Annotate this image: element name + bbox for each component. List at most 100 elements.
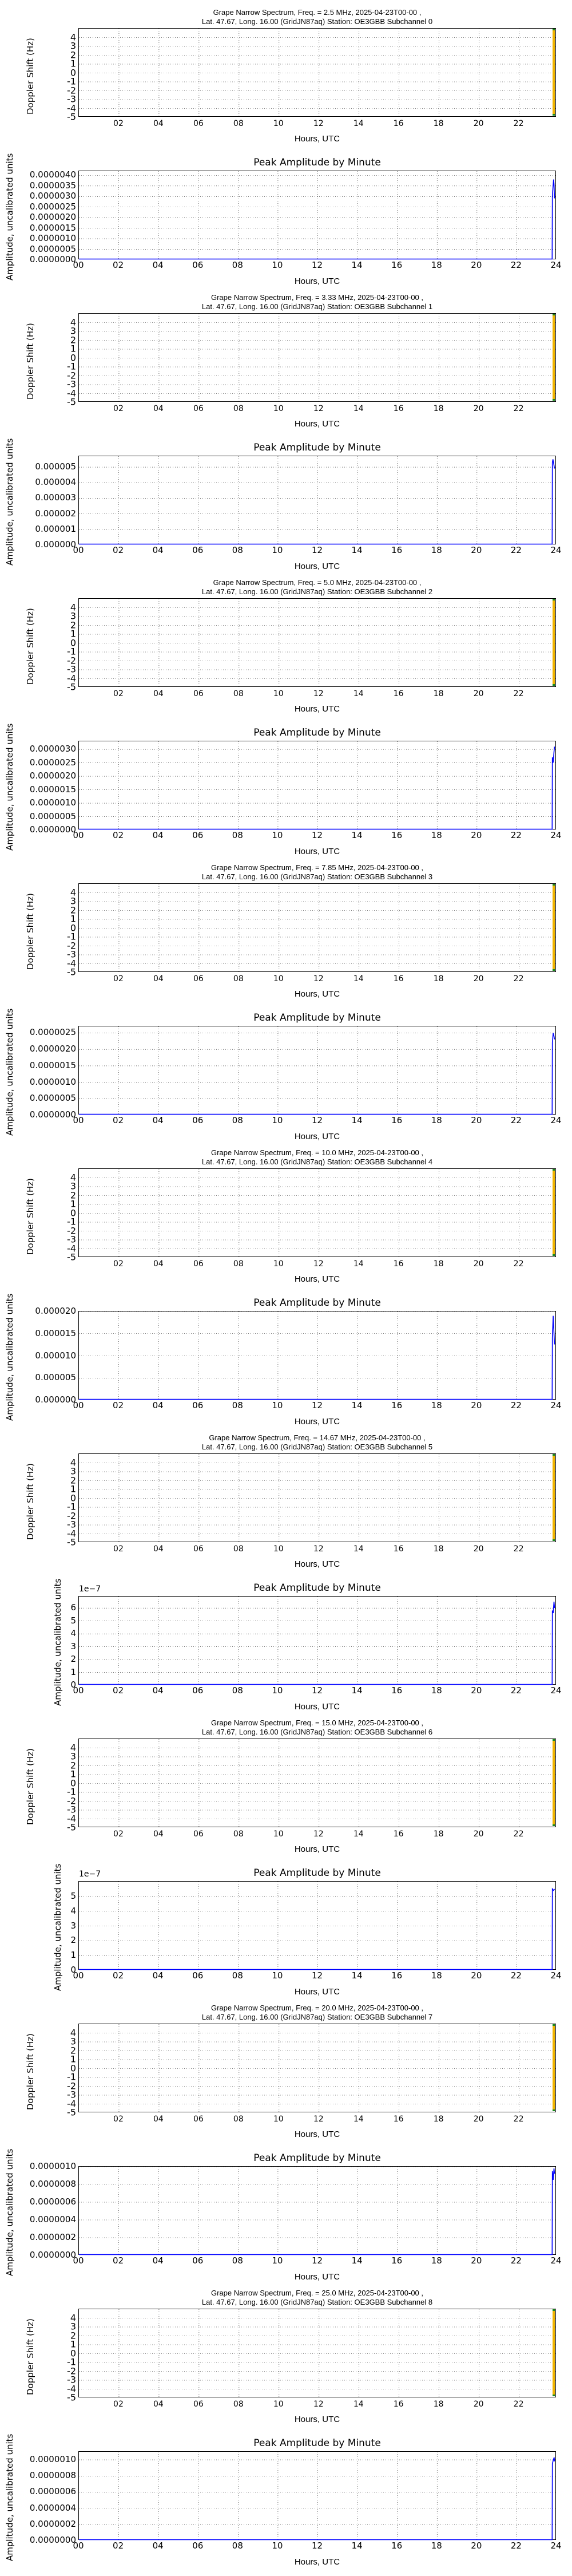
- amplitude-x-axis-label: Hours, UTC: [294, 1702, 340, 1712]
- spectrum-x-tick: 08: [233, 1259, 244, 1269]
- subchannel-section-5: Grape Narrow Spectrum, Freq. = 14.67 MHz…: [0, 1425, 572, 1712]
- spectrum-x-tick: 16: [393, 689, 404, 698]
- spectrum-y-tick: -1: [67, 1216, 76, 1227]
- amplitude-x-tick: 12: [311, 1115, 323, 1125]
- spectrum-y-tick: 1: [70, 343, 76, 354]
- amplitude-y-axis-label: Amplitude, uncalibrated units: [5, 723, 15, 851]
- amplitude-y-axis-label: Amplitude, uncalibrated units: [53, 1578, 63, 1706]
- spectrum-x-tick: 22: [513, 2115, 524, 2124]
- spectrum-x-tick: 12: [313, 119, 324, 128]
- spectrum-x-tick: 22: [513, 119, 524, 128]
- amplitude-line-plot: [79, 741, 557, 830]
- amplitude-x-tick: 08: [232, 545, 243, 555]
- amplitude-y-tick: 0.0000008: [29, 2470, 76, 2481]
- amplitude-x-tick: 20: [471, 2255, 482, 2266]
- amplitude-x-axis-label: Hours, UTC: [294, 1417, 340, 1427]
- spectrum-x-tick: 04: [153, 689, 164, 698]
- amplitude-x-tick: 12: [311, 1400, 323, 1411]
- amplitude-x-tick: 04: [152, 1685, 164, 1696]
- spectrum-x-tick: 20: [473, 1259, 484, 1269]
- spectrum-y-tick: -4: [67, 673, 76, 683]
- spectrum-x-axis-label: Hours, UTC: [294, 1274, 340, 1284]
- amplitude-x-tick: 12: [311, 545, 323, 555]
- spectrum-x-tick: 02: [113, 689, 124, 698]
- amplitude-x-tick: 14: [351, 2255, 363, 2266]
- amplitude-x-tick: 18: [431, 545, 442, 555]
- spectrum-x-tick: 16: [393, 1544, 404, 1554]
- spectrum-y-tick: 0: [70, 1207, 76, 1218]
- amplitude-x-tick: 16: [391, 1115, 403, 1125]
- amplitude-y-tick: 1: [70, 1950, 76, 1961]
- amplitude-x-tick: 22: [510, 1400, 522, 1411]
- spectrum-y-tick: -5: [67, 2392, 76, 2403]
- spectrum-x-tick: 20: [473, 2115, 484, 2124]
- amplitude-x-tick: 22: [510, 260, 522, 270]
- spectrum-y-tick: 3: [70, 610, 76, 622]
- amplitude-x-tick: 06: [192, 260, 204, 270]
- amplitude-x-tick: 12: [311, 2541, 323, 2551]
- amplitude-x-tick: 02: [113, 2541, 124, 2551]
- spectrum-y-tick: -1: [67, 1786, 76, 1797]
- amplitude-x-tick: 08: [232, 2541, 243, 2551]
- spectrum-y-tick: 4: [70, 317, 76, 327]
- spectrum-x-tick: 18: [433, 2115, 444, 2124]
- spectrum-y-tick: 0: [70, 637, 76, 648]
- spectrum-x-tick: 16: [393, 2115, 404, 2124]
- amplitude-x-tick: 10: [272, 2255, 283, 2266]
- spectrum-y-tick: -4: [67, 1528, 76, 1539]
- spectrum-x-tick: 04: [153, 2400, 164, 2409]
- spectrum-x-tick: 20: [473, 119, 484, 128]
- amplitude-x-tick: 04: [152, 545, 164, 555]
- spectrum-x-tick: 04: [153, 1830, 164, 1839]
- spectrum-x-tick: 06: [193, 1259, 204, 1269]
- amplitude-y-tick: 0.0000030: [29, 191, 76, 202]
- spectrum-grid: [79, 1454, 557, 1543]
- spectrum-x-tick: 20: [473, 974, 484, 983]
- spectrum-grid: [79, 1739, 557, 1828]
- spectrum-y-tick: 1: [70, 2338, 76, 2350]
- amplitude-x-tick: 12: [311, 1685, 323, 1696]
- spectrum-y-tick: 4: [70, 1457, 76, 1468]
- spectrum-y-tick: 0: [70, 67, 76, 78]
- amplitude-y-tick: 0: [70, 1965, 76, 1975]
- spectrum-grid: [79, 1169, 557, 1258]
- spectrum-x-tick: 12: [313, 689, 324, 698]
- amplitude-x-tick: 06: [192, 1115, 204, 1125]
- spectrum-title-line-2: Lat. 47.67, Long. 16.00 (GridJN87aq) Sta…: [201, 587, 433, 596]
- amplitude-y-tick: 0.0000020: [29, 1044, 76, 1054]
- amplitude-x-tick: 16: [391, 2255, 403, 2266]
- amplitude-y-tick: 0.0000004: [29, 2214, 76, 2225]
- spectrum-x-tick: 08: [233, 404, 244, 413]
- spectrum-x-tick: 14: [353, 2400, 364, 2409]
- amplitude-x-tick: 14: [351, 260, 363, 270]
- spectrum-x-tick: 10: [273, 974, 284, 983]
- spectrum-title-line-1: Grape Narrow Spectrum, Freq. = 2.5 MHz, …: [213, 8, 422, 17]
- subchannel-section-2: Grape Narrow Spectrum, Freq. = 5.0 MHz, …: [0, 570, 572, 856]
- amplitude-x-tick: 04: [152, 2255, 164, 2266]
- spectrum-x-tick: 10: [273, 1259, 284, 1269]
- subchannel-section-3: Grape Narrow Spectrum, Freq. = 7.85 MHz,…: [0, 855, 572, 1141]
- spectrum-x-tick: 04: [153, 974, 164, 983]
- amplitude-y-axis-label: Amplitude, uncalibrated units: [5, 1008, 15, 1136]
- spectrum-y-tick: -4: [67, 2098, 76, 2109]
- amplitude-y-axis-label: Amplitude, uncalibrated units: [5, 1293, 15, 1421]
- spectrum-x-tick: 20: [473, 2400, 484, 2409]
- amplitude-x-tick: 00: [73, 2541, 84, 2551]
- spectrum-x-tick: 10: [273, 404, 284, 413]
- amplitude-x-tick: 24: [550, 1685, 562, 1696]
- spectrum-y-tick: 1: [70, 913, 76, 924]
- amplitude-x-tick: 24: [550, 2255, 562, 2266]
- spectrum-y-tick: 2: [70, 619, 76, 630]
- spectrum-x-tick: 16: [393, 2400, 404, 2409]
- spectrum-x-tick: 06: [193, 119, 204, 128]
- amplitude-x-tick: 02: [113, 2255, 124, 2266]
- spectrum-y-tick: -2: [67, 2365, 76, 2376]
- spectrum-plot-area: [78, 28, 557, 117]
- amplitude-x-tick: 00: [73, 1115, 84, 1125]
- amplitude-y-tick: 2: [70, 1654, 76, 1665]
- spectrum-y-tick: -1: [67, 2071, 76, 2083]
- spectrum-y-tick: -2: [67, 370, 76, 381]
- spectrum-title-line-2: Lat. 47.67, Long. 16.00 (GridJN87aq) Sta…: [201, 2298, 433, 2306]
- spectrum-x-tick: 14: [353, 119, 364, 128]
- spectrum-title-line-2: Lat. 47.67, Long. 16.00 (GridJN87aq) Sta…: [201, 17, 433, 26]
